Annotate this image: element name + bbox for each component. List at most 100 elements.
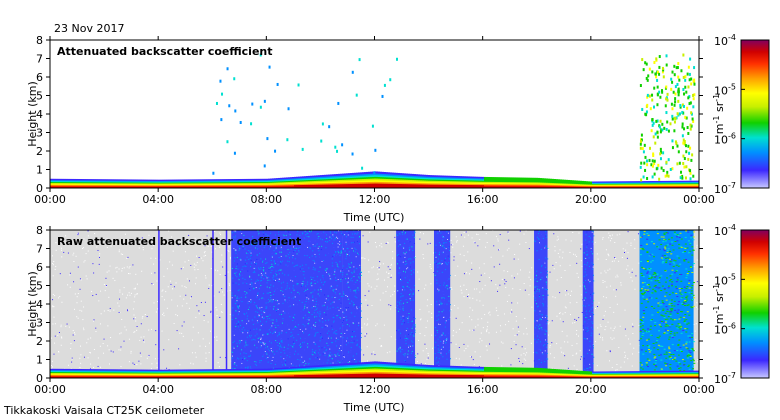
boundary-layer-cell <box>296 182 298 184</box>
noise-speck <box>630 244 632 246</box>
boundary-layer-cell <box>510 180 512 183</box>
noise-speck <box>498 357 500 359</box>
boundary-layer-cell <box>464 185 466 188</box>
noise-speck <box>51 360 53 362</box>
boundary-layer-cell <box>198 179 200 181</box>
boundary-layer-cell <box>542 182 544 184</box>
noise-speck <box>459 285 461 287</box>
upper-cloud-cell <box>659 147 662 151</box>
boundary-layer-cell <box>126 181 128 184</box>
boundary-layer-cell <box>162 186 164 188</box>
boundary-layer-cell <box>296 181 298 183</box>
boundary-layer-cell <box>496 184 498 187</box>
boundary-layer-cell <box>648 183 650 186</box>
boundary-layer-cell <box>76 179 78 182</box>
boundary-layer-cell <box>152 181 154 183</box>
noise-speck <box>120 253 122 255</box>
x-tick-label-top: 00:00 <box>34 193 66 206</box>
noise-speck <box>108 363 110 365</box>
boundary-layer-cell <box>108 184 110 186</box>
boundary-layer-cell <box>418 186 420 188</box>
noise-speck <box>217 362 219 364</box>
boundary-layer-cell <box>116 185 118 187</box>
boundary-layer-cell <box>252 178 254 181</box>
boundary-layer-cell <box>134 183 136 186</box>
boundary-layer-cell <box>392 178 394 181</box>
noise-speck <box>576 343 578 345</box>
sparse-backscatter-cell <box>381 94 384 98</box>
boundary-layer-cell <box>456 186 458 188</box>
boundary-layer-cell <box>398 172 400 175</box>
boundary-layer-cell <box>160 185 162 187</box>
noise-speck <box>611 260 613 262</box>
boundary-layer-cell <box>238 184 240 186</box>
boundary-layer-cell <box>488 181 490 183</box>
noise-speck <box>169 240 171 242</box>
noise-speck <box>374 288 376 290</box>
noise-speck <box>99 323 101 325</box>
boundary-layer-cell <box>290 179 292 181</box>
boundary-layer-cell <box>104 181 106 184</box>
noise-speck <box>620 366 622 368</box>
noise-speck <box>381 246 383 248</box>
boundary-layer-cell <box>510 182 512 185</box>
upper-cloud-cell <box>677 62 680 66</box>
boundary-layer-cell <box>426 178 428 181</box>
upper-cloud-cell <box>651 164 654 168</box>
boundary-layer-cell <box>52 184 54 186</box>
boundary-layer-cell <box>442 178 444 180</box>
boundary-layer-cell <box>132 185 134 187</box>
noise-speck <box>561 351 563 353</box>
boundary-layer-cell <box>224 180 226 183</box>
boundary-layer-cell <box>522 180 524 183</box>
upper-cloud-cell <box>681 174 684 178</box>
boundary-layer-cell <box>126 179 128 181</box>
boundary-layer-cell <box>600 186 602 188</box>
boundary-layer-cell <box>154 182 156 184</box>
boundary-layer-cell <box>486 176 488 179</box>
boundary-layer-cell <box>202 182 204 185</box>
boundary-layer-cell <box>632 184 634 186</box>
boundary-layer-cell <box>608 186 610 188</box>
boundary-layer-cell <box>416 181 418 183</box>
boundary-layer-cell <box>216 186 218 188</box>
boundary-layer-cell <box>458 176 460 178</box>
boundary-layer-cell <box>552 185 554 187</box>
boundary-layer-cell <box>608 182 610 184</box>
upper-cloud-cell <box>657 163 660 167</box>
boundary-layer-cell <box>474 184 476 187</box>
boundary-layer-cell <box>546 181 548 183</box>
noise-speck <box>216 315 218 317</box>
noise-speck <box>611 338 613 340</box>
boundary-layer-cell <box>118 181 120 183</box>
noise-speck <box>120 349 122 351</box>
noise-speck <box>505 286 507 288</box>
upper-cloud-cell <box>688 72 691 76</box>
noise-speck <box>72 330 74 332</box>
boundary-layer-cell <box>136 185 138 187</box>
noise-speck <box>463 255 465 257</box>
boundary-layer-cell <box>230 182 232 185</box>
boundary-layer-cell <box>550 184 552 186</box>
boundary-layer-cell <box>78 183 80 185</box>
boundary-layer-cell <box>444 180 446 183</box>
boundary-layer-cell <box>380 173 382 176</box>
upper-cloud-cell <box>659 119 662 123</box>
boundary-layer-cell <box>378 176 380 179</box>
boundary-layer-cell <box>502 179 504 181</box>
boundary-layer-cell <box>68 185 70 187</box>
boundary-layer-cell <box>542 186 544 188</box>
boundary-layer-cell <box>124 183 126 186</box>
boundary-layer-cell <box>548 183 550 185</box>
boundary-layer-cell <box>568 183 570 186</box>
boundary-layer-cell <box>678 185 680 188</box>
boundary-layer-cell <box>348 177 350 180</box>
boundary-layer-cell <box>66 183 68 185</box>
boundary-layer-cell <box>374 174 376 177</box>
boundary-layer-cell <box>626 183 628 186</box>
boundary-layer-cell <box>446 179 448 182</box>
boundary-layer-cell <box>408 183 410 186</box>
boundary-layer-cell <box>62 183 64 185</box>
boundary-layer-cell <box>584 181 586 183</box>
boundary-layer-cell <box>410 183 412 186</box>
